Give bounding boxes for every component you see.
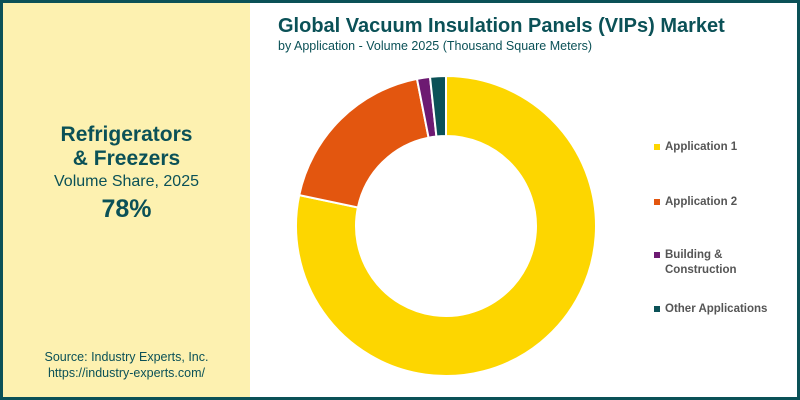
highlight-title-line2: & Freezers xyxy=(72,147,181,170)
donut-chart xyxy=(295,74,597,377)
legend-swatch-icon xyxy=(654,144,660,150)
source-text: Source: Industry Experts, Inc. xyxy=(44,350,209,364)
legend-item: Application 2 xyxy=(654,195,785,210)
highlight-title-line1: Refrigerators xyxy=(60,123,193,146)
highlight-block: Refrigerators & Freezers Volume Share, 2… xyxy=(3,123,250,224)
source-link[interactable]: https://industry-experts.com/ xyxy=(47,366,205,380)
legend-item: Building & Construction xyxy=(654,248,745,278)
highlight-value: 78% xyxy=(101,195,152,223)
legend-swatch-icon xyxy=(654,306,660,312)
highlight-subtitle: Volume Share, 2025 xyxy=(54,173,199,190)
legend-label: Building & Construction xyxy=(665,249,737,276)
legend-item: Application 1 xyxy=(654,140,785,155)
legend-label: Application 1 xyxy=(665,141,738,153)
legend-swatch-icon xyxy=(654,199,660,205)
legend-label: Application 2 xyxy=(665,196,738,208)
donut-slice-application-2 xyxy=(298,77,430,209)
highlight-panel: Refrigerators & Freezers Volume Share, 2… xyxy=(3,3,250,397)
chart-title: Global Vacuum Insulation Panels (VIPs) M… xyxy=(278,15,725,37)
donut-slice-other-applications xyxy=(428,74,447,138)
chart-subtitle: by Application - Volume 2025 (Thousand S… xyxy=(278,39,593,53)
legend-swatch-icon xyxy=(654,252,660,258)
legend-label: Other Applications xyxy=(665,303,768,315)
legend-item: Other Applications xyxy=(654,302,785,317)
donut-slice-application-1 xyxy=(295,74,597,377)
source-block: Source: Industry Experts, Inc. https://i… xyxy=(3,349,250,381)
